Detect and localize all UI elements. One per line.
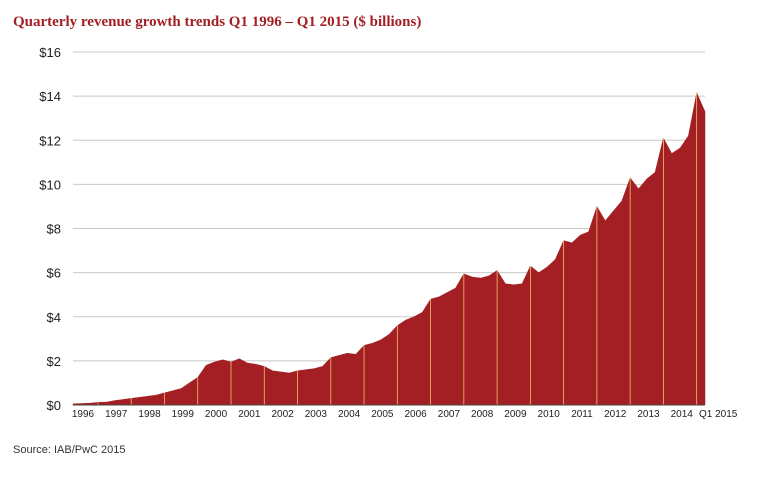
x-tick-label: 2008 — [471, 409, 494, 420]
y-tick-label: $14 — [39, 89, 61, 104]
x-tick-label: 2010 — [538, 409, 561, 420]
x-tick-label: 2005 — [371, 409, 394, 420]
y-tick-label: $4 — [47, 310, 61, 325]
y-tick-label: $10 — [39, 177, 61, 192]
x-tick-label: 2001 — [238, 409, 261, 420]
axes: $0 $2 $4 $6 $8 $10 $12 $14 $16 1996 1997 1998 1999 20… — [39, 45, 738, 420]
x-tick-label: 2011 — [571, 409, 593, 420]
year-separators — [97, 92, 698, 405]
x-tick-label: 1996 — [72, 409, 95, 420]
y-tick-label: $12 — [39, 133, 61, 148]
source-note: Source: IAB/PwC 2015 — [13, 444, 126, 456]
x-tick-label: 2013 — [637, 409, 660, 420]
y-tick-label: $2 — [47, 354, 61, 369]
y-tick-label: $6 — [47, 266, 61, 281]
revenue-area — [72, 91, 706, 406]
x-tick-label: 2014 — [671, 409, 694, 420]
x-tick-label: 2009 — [504, 409, 527, 420]
x-tick-label: 2002 — [271, 409, 294, 420]
y-tick-label: $0 — [47, 398, 61, 413]
x-tick-label: 1997 — [105, 409, 128, 420]
x-tick-label: 1998 — [138, 409, 161, 420]
y-tick-label: $8 — [47, 222, 61, 237]
area-series — [72, 91, 706, 406]
x-tick-label: 2006 — [405, 409, 428, 420]
x-tick-label: 2003 — [305, 409, 328, 420]
y-tick-label: $16 — [39, 45, 61, 60]
x-tick-label: 1999 — [172, 409, 195, 420]
x-tick-label: 2007 — [438, 409, 461, 420]
x-tick-label: Q1 2015 — [699, 409, 738, 420]
x-tick-label: 2012 — [604, 409, 627, 420]
x-tick-label: 2000 — [205, 409, 228, 420]
chart-title: Quarterly revenue growth trends Q1 1996 … — [13, 14, 422, 30]
x-tick-label: 2004 — [338, 409, 361, 420]
